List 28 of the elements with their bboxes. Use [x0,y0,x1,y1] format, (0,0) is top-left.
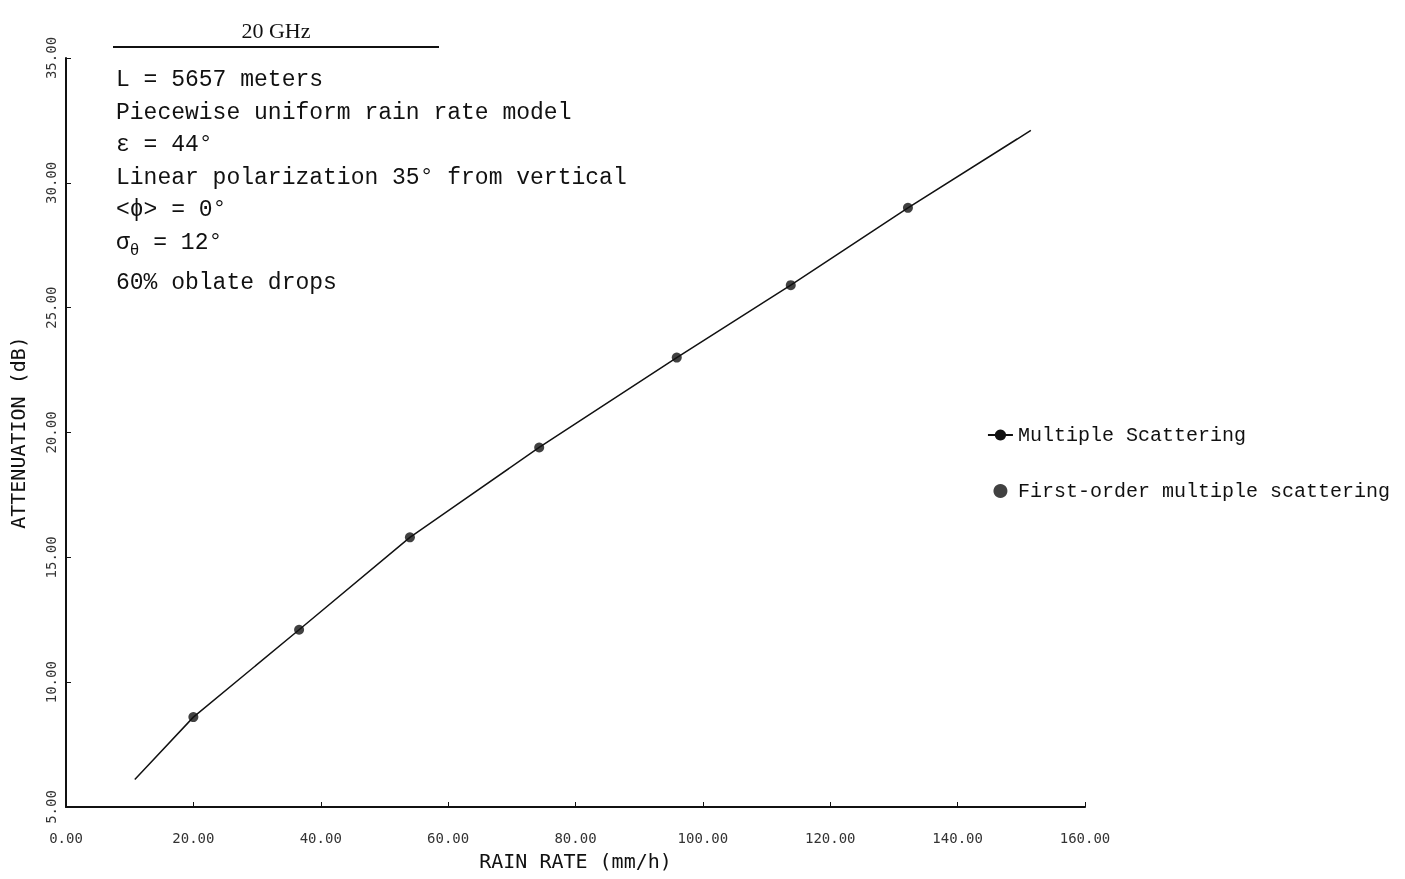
x-tick-label: 20.00 [172,830,215,846]
annotation: <ϕ> = 0° [116,196,228,225]
annotation: ε = 44° [116,131,214,160]
chart-title: 20 GHz [113,18,439,48]
x-tick-label: 0.00 [49,830,83,846]
y-tick-label: 25.00 [43,286,59,329]
y-axis-title: ATTENUATION (dB) [6,336,30,529]
annotation: L = 5657 meters [116,66,325,95]
y-tick-label: 35.00 [43,36,59,80]
x-tick-label: 140.00 [932,830,983,846]
y-tick-label: 10.00 [43,661,59,704]
x-tick-label: 40.00 [299,830,342,846]
x-tick-label: 160.00 [1059,830,1111,846]
y-tick-label: 15.00 [43,536,59,579]
x-tick-label: 80.00 [554,830,597,846]
x-tick-label: 120.00 [804,830,856,846]
x-tick-label: 60.00 [427,830,470,846]
legend-label: Multiple Scattering [1017,423,1246,447]
y-tick-label: 30.00 [43,161,59,204]
legend-label: First-order multiple scattering [1017,479,1390,503]
annotation: σ$_{θ}$ = 12° [116,228,224,262]
annotation: 60% oblate drops [116,268,338,298]
y-tick-label: 20.00 [43,411,59,454]
annotation: Linear polarization 35° from vertical [116,163,627,193]
annotation: Piecewise uniform rain rate model [116,98,573,128]
x-tick-label: 100.00 [677,830,729,846]
x-axis-title: RAIN RATE (mm/h) [479,849,672,873]
y-tick-label: 5.00 [43,790,59,824]
